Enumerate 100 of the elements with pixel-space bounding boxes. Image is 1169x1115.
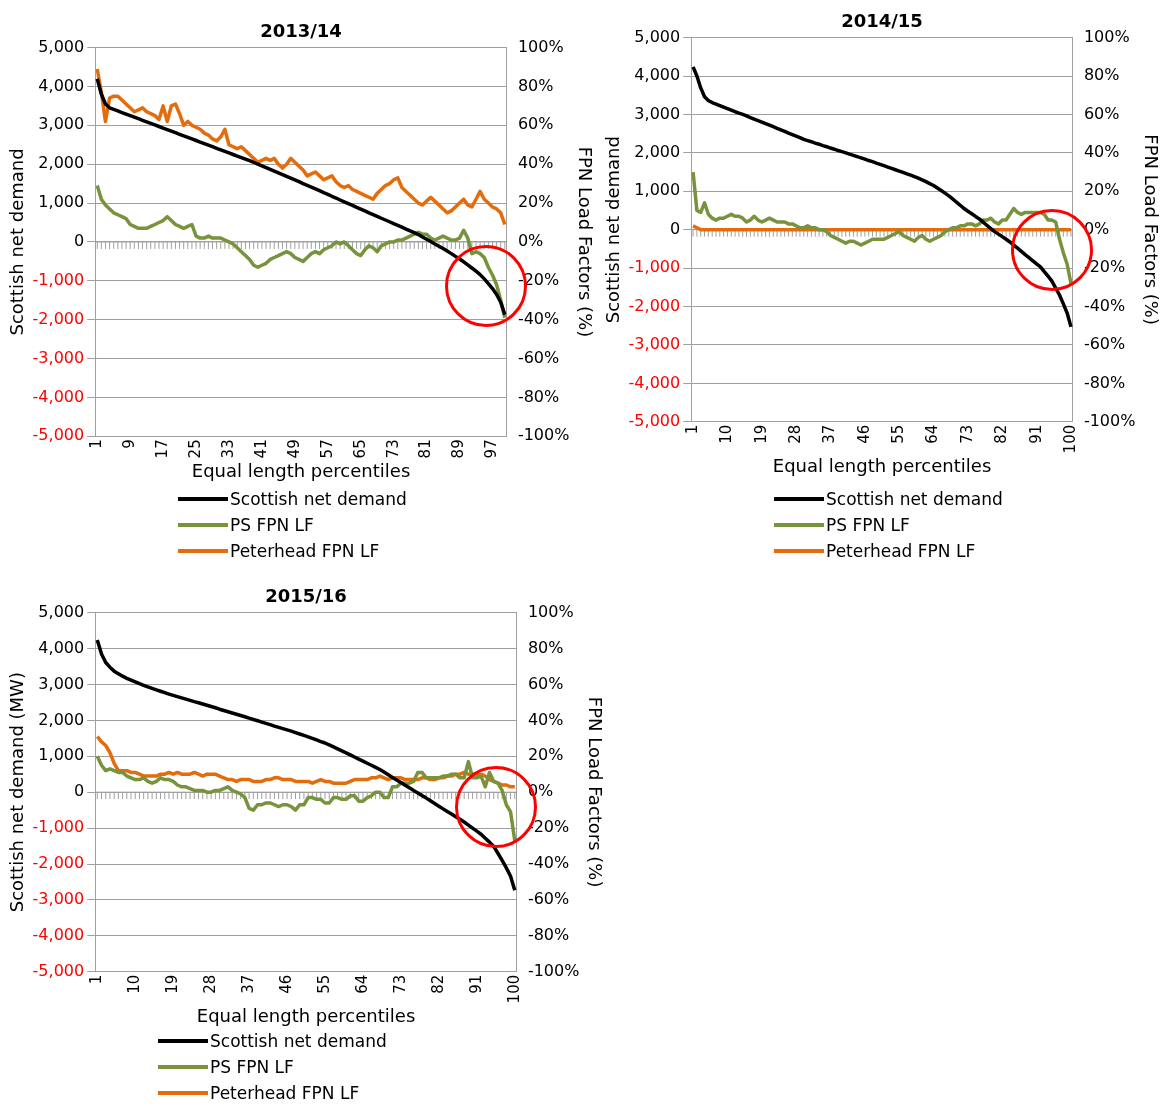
y-axis-title: Scottish net demand [602, 136, 624, 324]
y2-tick-label: -80% [517, 386, 560, 406]
y-tick-label: -1,000 [32, 817, 85, 837]
y2-tick-label: 80% [517, 75, 554, 95]
y2-tick-label: -40% [517, 308, 560, 328]
x-axis-title: Equal length percentiles [772, 454, 992, 476]
y-tick-label: -2,000 [32, 308, 85, 328]
y2-tick-label: -100% [517, 425, 570, 445]
x-tick-label: 10 [125, 974, 144, 994]
y2-tick-label: -40% [527, 853, 570, 873]
y-tick-label: -2,000 [628, 295, 681, 315]
y-tick-label: -4,000 [32, 925, 85, 945]
y-tick-label: 4,000 [38, 637, 85, 657]
y-tick-label: 2,000 [38, 153, 85, 173]
legend-label: Peterhead FPN LF [826, 541, 976, 561]
x-tick-label: 33 [218, 439, 237, 459]
chart-title: 2014/15 [841, 10, 923, 32]
x-tick-label: 46 [854, 424, 873, 444]
x-tick-label: 100 [504, 974, 523, 1004]
x-tick-label: 37 [820, 424, 839, 444]
y-axis-title: Scottish net demand (MW) [6, 672, 28, 913]
y-tick-label: -3,000 [32, 347, 85, 367]
y2-axis-title: FPN Load Factors (%) [1140, 134, 1162, 326]
y-tick-label: -4,000 [628, 372, 681, 392]
legend-label: PS FPN LF [210, 1057, 294, 1077]
y2-tick-label: 0% [517, 231, 544, 251]
x-tick-label: 64 [923, 424, 942, 444]
legend-label: Scottish net demand [230, 489, 407, 509]
y2-tick-label: 60% [527, 673, 564, 693]
y2-tick-label: 20% [517, 192, 554, 212]
y-tick-label: 3,000 [38, 114, 85, 134]
y2-tick-label: -60% [527, 889, 570, 909]
y-tick-label: 0 [669, 218, 681, 238]
y2-tick-label: 80% [1083, 65, 1120, 85]
x-tick-label: 19 [751, 424, 770, 444]
x-tick-label: 64 [352, 974, 371, 994]
y2-tick-label: 40% [1083, 142, 1120, 162]
x-axis-title: Equal length percentiles [196, 1004, 416, 1026]
x-tick-label: 97 [482, 439, 501, 459]
y-tick-label: 2,000 [38, 709, 85, 729]
x-tick-label: 100 [1060, 424, 1079, 454]
y-tick-label: 1,000 [38, 192, 85, 212]
x-tick-label: 65 [350, 439, 369, 459]
x-tick-label: 57 [317, 439, 336, 459]
x-tick-label: 55 [314, 974, 333, 994]
legend-label: Peterhead FPN LF [210, 1083, 360, 1103]
y2-tick-label: 60% [1083, 103, 1120, 123]
x-tick-label: 73 [390, 974, 409, 994]
y-tick-label: -1,000 [628, 257, 681, 277]
x-tick-label: 9 [120, 439, 139, 449]
y-tick-label: -1,000 [32, 269, 85, 289]
y-tick-label: 0 [73, 781, 85, 801]
y2-tick-label: -60% [1083, 334, 1126, 354]
x-tick-label: 17 [153, 439, 171, 459]
y-tick-label: 1,000 [634, 180, 681, 200]
x-tick-label: 25 [185, 439, 204, 459]
x-tick-label: 19 [163, 974, 182, 994]
y-tick-label: -4,000 [32, 386, 85, 406]
y2-axis-title: FPN Load Factors (%) [584, 696, 606, 888]
y2-tick-label: 80% [527, 637, 564, 657]
y2-tick-label: -40% [1083, 295, 1126, 315]
x-tick-label: 55 [889, 424, 908, 444]
x-tick-label: 49 [284, 439, 303, 459]
legend-label: PS FPN LF [826, 515, 910, 535]
x-tick-label: 91 [466, 974, 485, 994]
chart-title: 2015/16 [265, 585, 347, 607]
y-tick-label: 4,000 [38, 75, 85, 95]
legend-label: Scottish net demand [826, 489, 1003, 509]
y2-tick-label: 20% [1083, 180, 1120, 200]
x-tick-label: 10 [717, 424, 736, 444]
x-tick-label: 81 [416, 439, 435, 459]
y2-tick-label: -100% [1083, 410, 1136, 430]
x-tick-label: 41 [251, 439, 270, 459]
x-tick-label: 1 [87, 974, 106, 985]
legend-label: Scottish net demand [210, 1031, 387, 1051]
y-tick-label: 1,000 [38, 745, 85, 765]
y-tick-label: -5,000 [32, 425, 85, 445]
y-tick-label: 2,000 [634, 142, 681, 162]
y2-tick-label: 100% [527, 601, 574, 621]
y2-tick-label: 20% [527, 745, 564, 765]
x-tick-label: 73 [383, 439, 402, 459]
y-tick-label: -3,000 [628, 334, 681, 354]
x-tick-label: 1 [87, 439, 106, 449]
x-tick-label: 1 [682, 424, 701, 435]
y2-tick-label: 40% [517, 153, 554, 173]
y-tick-label: -3,000 [32, 889, 85, 909]
x-tick-label: 28 [786, 424, 805, 444]
y-tick-label: 3,000 [634, 103, 681, 123]
y-tick-label: -2,000 [32, 853, 85, 873]
x-tick-label: 82 [428, 974, 447, 994]
x-tick-label: 89 [449, 439, 468, 459]
y2-tick-label: 100% [1083, 26, 1130, 46]
y-tick-label: 0 [73, 231, 85, 251]
legend-label: PS FPN LF [230, 515, 314, 535]
y-tick-label: -5,000 [32, 960, 85, 980]
legend-label: Peterhead FPN LF [230, 541, 380, 561]
y2-tick-label: -80% [527, 925, 570, 945]
y-tick-label: 5,000 [634, 26, 681, 46]
y2-axis-title: FPN Load Factors (%) [574, 146, 596, 338]
y2-tick-label: -100% [527, 960, 580, 980]
